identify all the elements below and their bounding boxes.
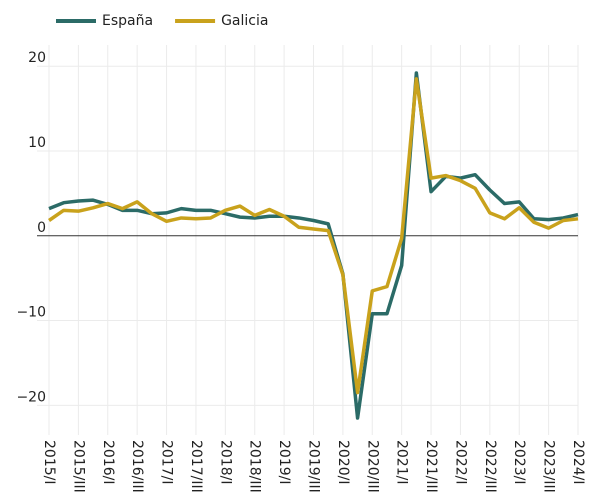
legend: España Galicia [56, 13, 268, 29]
x-tick-label: 2021/III [423, 440, 439, 493]
x-tick-label: 2022/I [452, 440, 468, 484]
x-tick-label: 2016/III [129, 440, 145, 493]
x-tick-label: 2018/I [217, 440, 233, 484]
x-tick-label: 2023/III [541, 440, 557, 493]
y-tick-label: −20 [16, 389, 46, 405]
x-tick-label: 2015/I [41, 440, 57, 484]
series-line [48, 77, 579, 395]
x-tick-label: 2019/I [276, 440, 292, 484]
x-tick-label: 2015/III [70, 440, 86, 493]
series-line [48, 71, 579, 420]
x-tick-label: 2019/III [306, 440, 322, 493]
x-tick-label: 2022/III [482, 440, 498, 493]
y-tick-label: 0 [37, 220, 46, 236]
y-tick-label: 20 [28, 50, 46, 66]
x-tick-label: 2017/III [188, 440, 204, 493]
legend-label: Galicia [221, 13, 268, 29]
legend-label: España [102, 13, 153, 29]
x-tick-label: 2023/I [511, 440, 527, 484]
x-tick-label: 2017/I [159, 440, 175, 484]
x-tick-label: 2021/I [394, 440, 410, 484]
x-tick-label: 2020/III [364, 440, 380, 493]
x-tick-label: 2018/III [247, 440, 263, 493]
x-tick-label: 2020/I [335, 440, 351, 484]
y-tick-label: 10 [28, 135, 46, 151]
x-tick-label: 2016/I [100, 440, 116, 484]
x-tick-label: 2024/I [570, 440, 586, 484]
y-tick-label: −10 [16, 305, 46, 321]
